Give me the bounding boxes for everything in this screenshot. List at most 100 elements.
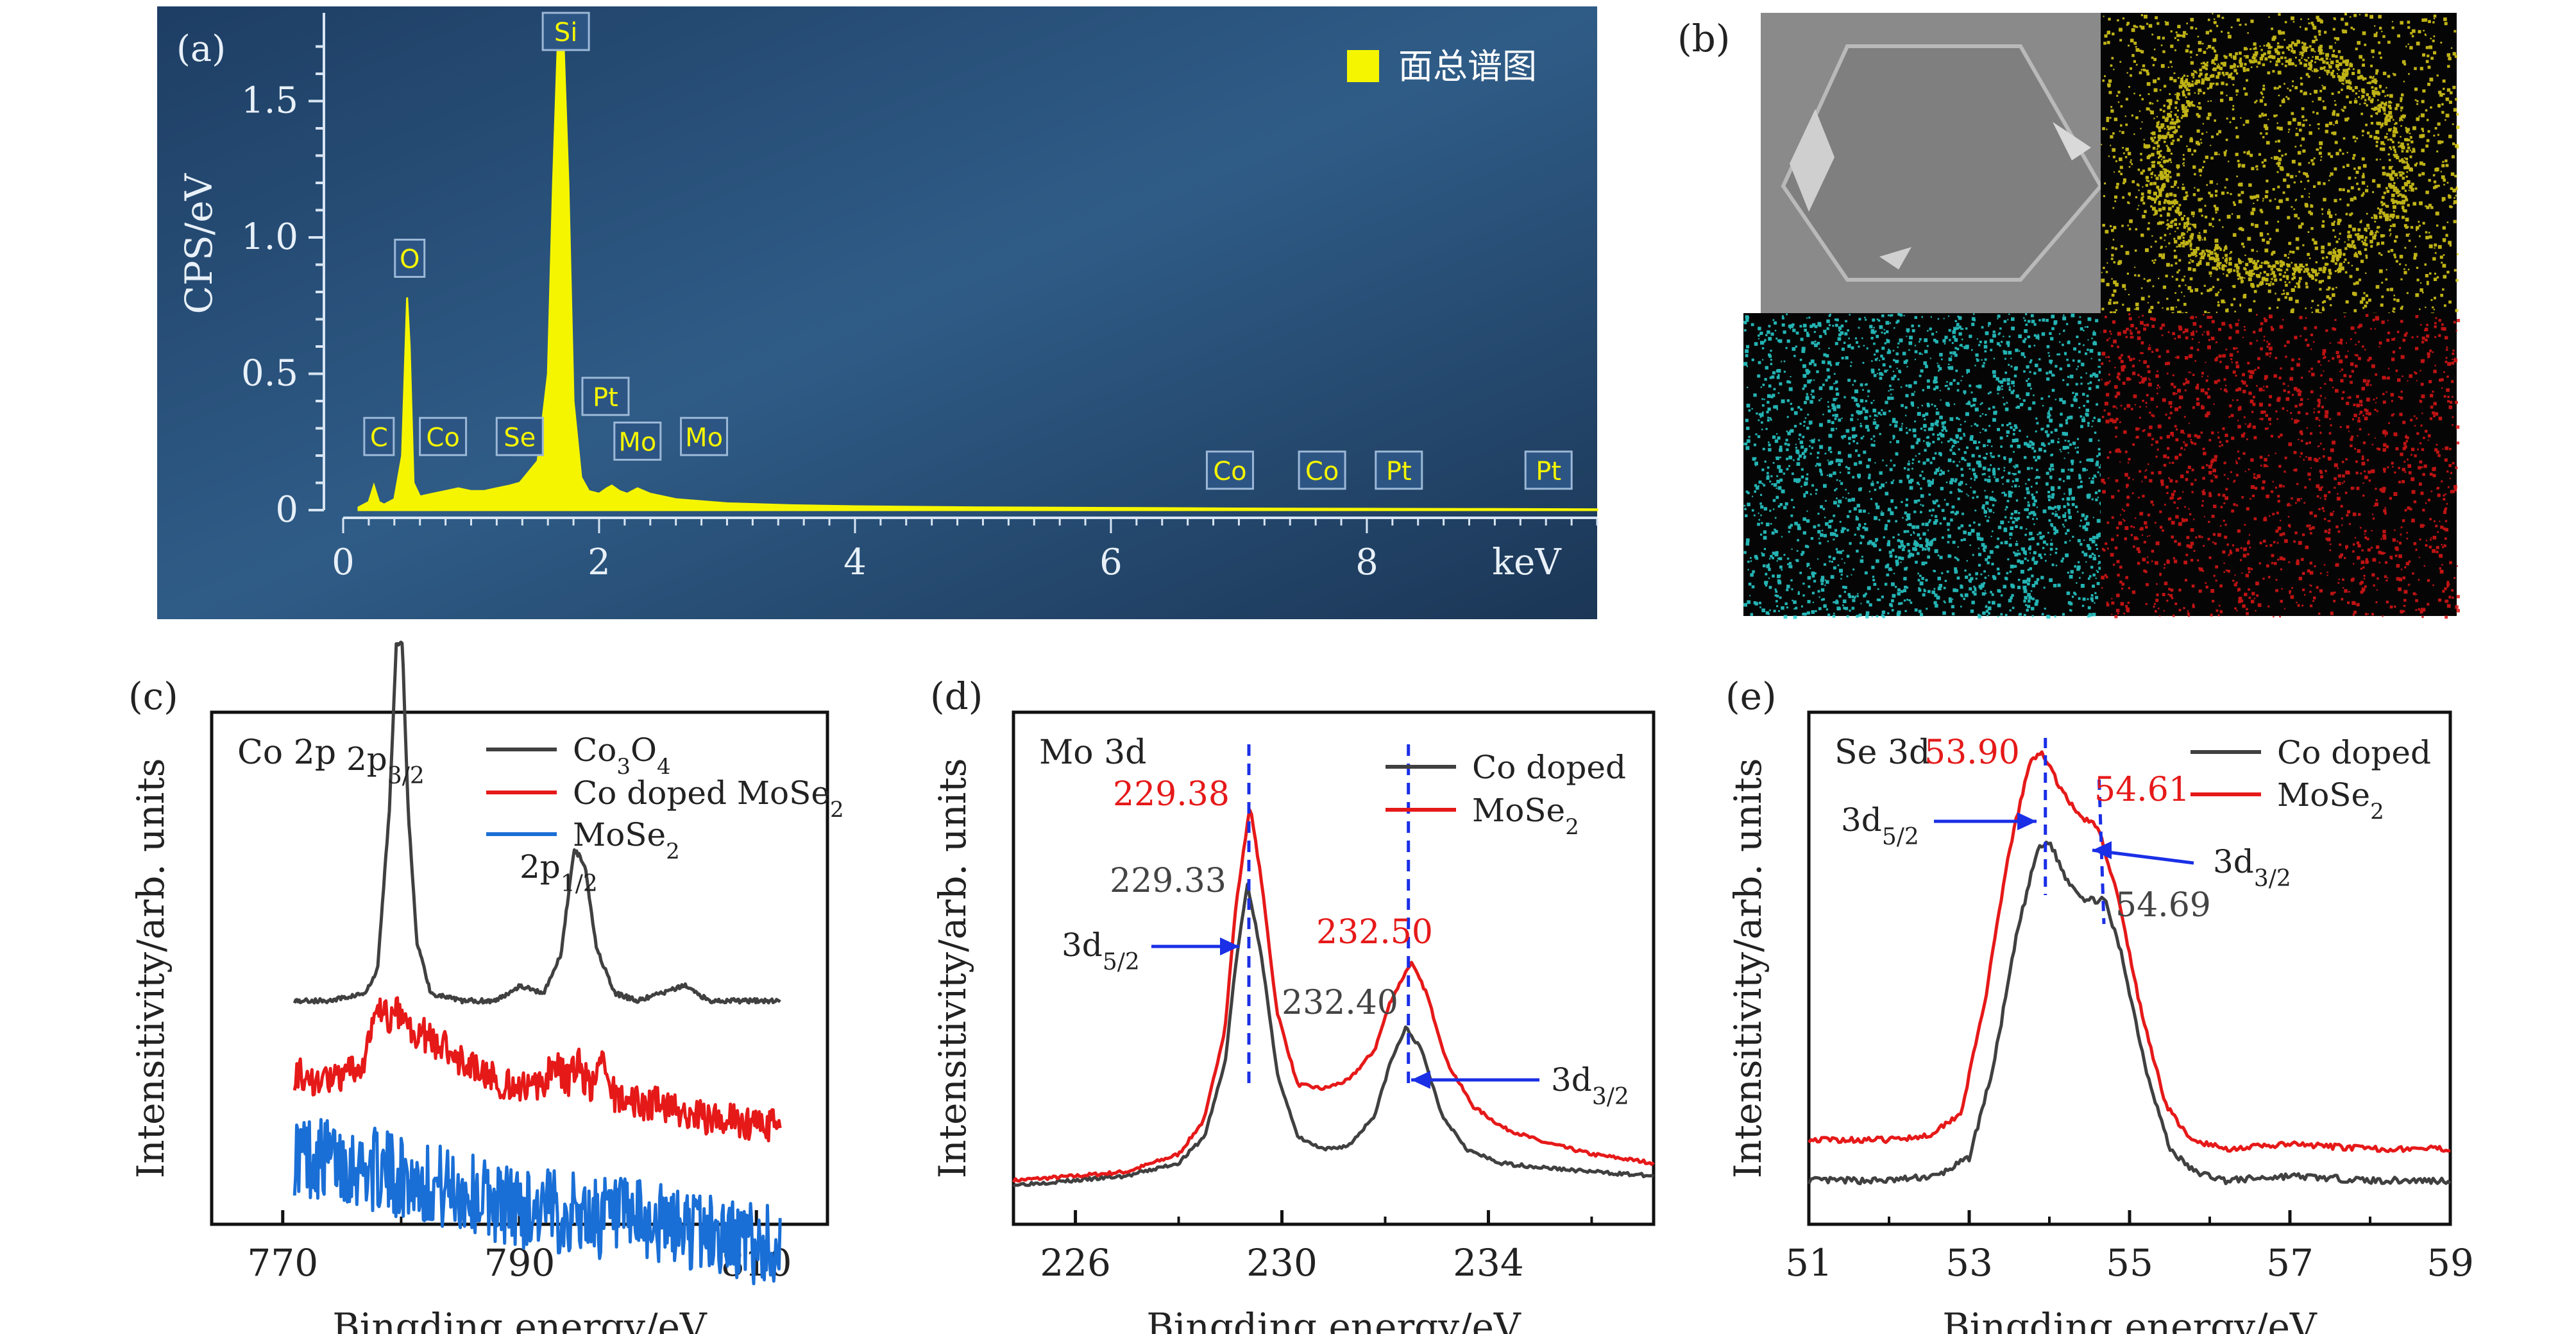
x-axis-unit: keV [1492,542,1562,583]
panel-core-level: Co 2p [237,733,336,772]
legend-label: 面总谱图 [1398,46,1537,87]
y-tick-label: 0 [275,489,298,531]
peak-label-box [581,377,630,416]
y-axis-label: CPS/eV [177,173,221,314]
panel-label: (d) [930,674,983,718]
peak-label: C [370,423,388,452]
legend-label: Co3O4 [573,731,671,780]
x-tick-label: 0 [332,542,355,583]
peak-value-black: 229.33 [1110,862,1226,900]
peak-label: Co [426,423,459,452]
series-co-doped-mose2 [292,996,782,1143]
eds-map-yellow [2101,13,2460,317]
peak-label-box [363,416,395,456]
peak-label: Pt [1386,457,1412,486]
peak-annotation: 3d5/2 [1062,927,1140,975]
y-tick-label: 1.5 [241,80,298,122]
x-tick-label: 51 [1785,1241,1833,1285]
peak-label: Mo [618,428,656,457]
panel-e-se3d-xps: 51 53 55 57 59 Bingding energy/eV Intensitivit… [1725,674,2474,1334]
sem-edge-highlight [2053,122,2091,160]
y-axis-label: Intensitivity/arb. units [931,758,974,1179]
panel-label: (b) [1677,17,1730,60]
x-tick-label: 790 [484,1241,555,1285]
peak-value-red: 53.90 [1924,733,2020,772]
series-co-doped [1807,841,2452,1186]
peak-label: Pt [593,383,618,413]
peak-label-box [1524,450,1573,490]
panel-label: (e) [1725,674,1777,718]
peak-label: Mo [685,423,723,452]
x-tick-label: 4 [843,542,867,583]
peak-label-box [1375,450,1423,490]
sem-edge-highlight [1879,247,1911,269]
peak-value-red: 54.61 [2094,771,2190,809]
annotation-arrowhead [2092,841,2112,859]
peak-label-box [495,416,544,456]
x-axis-label: Bingding energy/eV [332,1305,708,1334]
peak-label-box [1298,450,1346,490]
eds-map-red-dots [2101,313,2461,619]
series-co-doped [1012,882,1654,1188]
x-tick-label: 59 [2427,1241,2474,1285]
peak-label-box [541,12,590,51]
peak-annotation: 2p3/2 [346,740,425,789]
peak-label: Co [1213,457,1246,486]
x-tick-label: 226 [1040,1241,1111,1285]
legend-label: MoSe2 [1472,792,1579,840]
peak-label: Pt [1536,457,1561,486]
peak-label-box [394,239,426,278]
plot-frame [1012,710,1656,1226]
series-co3o4 [292,640,781,1005]
peak-annotation: 2p1/2 [520,848,598,897]
series-mose2 [292,1118,782,1286]
peak-label-box [419,416,468,456]
peak-label-box [680,416,729,456]
panel-core-level: Se 3d [1835,733,1930,772]
panel-b-element-maps: (b) [1677,13,2461,619]
legend-label: Co doped MoSe2 [573,774,844,823]
peak-label: Si [554,18,578,47]
x-tick-label: 53 [1945,1241,1993,1285]
y-tick-label: 0.5 [241,353,298,395]
x-axis-label: Bingding energy/eV [1146,1305,1521,1334]
peak-value-red: 229.38 [1113,775,1230,814]
y-axis-label: Intensitivity/arb. units [1726,758,1770,1179]
sem-edge-highlight [1790,109,1835,212]
eds-map-cyan-background [1743,313,2101,616]
eds-map-cyan-dots [1743,313,2104,619]
x-axis-label: Bingding energy/eV [1942,1305,2318,1334]
panel-label: (c) [128,674,178,718]
peak-annotation: 3d3/2 [1551,1061,1629,1110]
y-axis-label: Intensitivity/arb. units [129,758,173,1179]
x-tick-label: 234 [1453,1241,1524,1285]
peak-annotation: 3d3/2 [2213,843,2291,892]
peak-label: Se [504,423,536,452]
legend-label: MoSe2 [2277,776,2384,825]
peak-value-black: 54.69 [2115,886,2211,925]
series-mose2 [1808,750,2451,1154]
panel-d-mo3d-xps: 226 230 234 Bingding energy/eV Intensitivity… [930,674,1656,1334]
sem-hexagon-flake [1781,44,2103,282]
eds-map-yellow-dots [2101,13,2460,317]
peak-annotation: 3d5/2 [1841,801,1919,850]
x-tick-label: 57 [2266,1241,2314,1285]
eds-map-cyan [1743,313,2104,619]
peak-value-red: 232.50 [1316,913,1433,952]
peak-label: O [400,245,419,275]
legend-swatch [1347,50,1379,82]
x-tick-label: 8 [1355,542,1378,583]
x-tick-label: 2 [588,542,611,583]
series-mose2 [1012,808,1655,1183]
panel-core-level: Mo 3d [1039,733,1146,772]
legend-label: MoSe2 [573,816,680,864]
x-tick-label: 55 [2106,1241,2153,1285]
panel-a-background [157,6,1597,619]
peak-label-box [1205,450,1254,490]
annotation-arrowhead [1220,937,1239,955]
peak-label: Co [1305,457,1339,486]
x-tick-label: 230 [1246,1241,1318,1285]
